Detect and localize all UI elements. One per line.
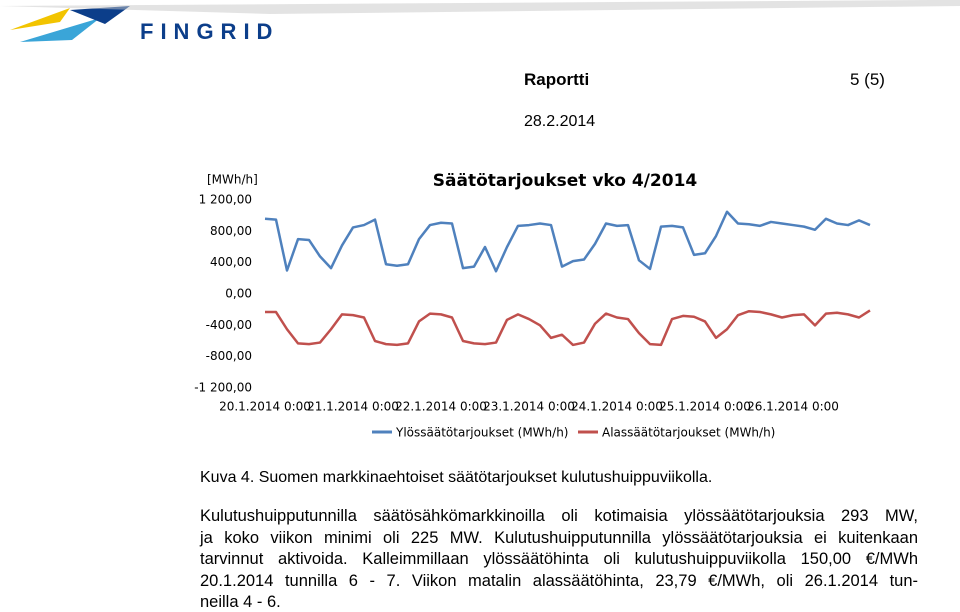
body-line: 20.1.2014 tunnilla 6 - 7. Viikon matalin… — [200, 571, 918, 590]
y-tick-label: -800,00 — [206, 349, 252, 363]
y-tick-label: 0,00 — [225, 287, 252, 301]
legend-label: Ylössäätötarjoukset (MWh/h) — [395, 426, 568, 440]
date: 28.2.2014 — [524, 113, 596, 130]
y-tick-label: 400,00 — [210, 255, 252, 269]
y-axis-label: [MWh/h] — [207, 173, 258, 187]
body-line: neilla 4 - 6. — [200, 593, 281, 611]
series-line — [265, 309, 871, 347]
body-line: Kulutushuipputunnilla säätösähkömarkkino… — [200, 507, 918, 525]
logo-shape — [20, 18, 100, 42]
doc-type: Raportti — [524, 70, 590, 89]
y-tick-label: 1 200,00 — [199, 193, 252, 207]
legend-label: Alassäätötarjoukset (MWh/h) — [602, 426, 775, 440]
x-tick-label: 25.1.2014 0:00 — [659, 400, 751, 414]
x-tick-label: 26.1.2014 0:00 — [747, 400, 839, 414]
y-tick-label: -1 200,00 — [194, 381, 252, 395]
page-number: 5 (5) — [850, 70, 885, 89]
logo-shape — [70, 6, 130, 24]
chart: Säätötarjoukset vko 4/2014 [MWh/h] -1 20… — [194, 171, 871, 440]
x-tick-label: 21.1.2014 0:00 — [307, 400, 399, 414]
logo-shape — [10, 8, 70, 30]
x-tick-label: 24.1.2014 0:00 — [571, 400, 663, 414]
x-tick-label: 23.1.2014 0:00 — [483, 400, 575, 414]
x-tick-label: 22.1.2014 0:00 — [395, 400, 487, 414]
figure-caption: Kuva 4. Suomen markkinaehtoiset säätötar… — [200, 469, 713, 486]
logo: FINGRID — [0, 0, 960, 44]
body-line: tarvinnut aktivoida. Kalleimmillaan ylös… — [200, 550, 918, 568]
body-line: ja koko viikon minimi oli 225 MW. Kulutu… — [200, 528, 918, 547]
y-tick-label: 800,00 — [210, 224, 252, 238]
chart-title: Säätötarjoukset vko 4/2014 — [433, 171, 698, 191]
y-tick-label: -400,00 — [206, 318, 252, 332]
logo-text: FINGRID — [140, 19, 279, 44]
series-line — [264, 210, 871, 273]
header-swoosh — [0, 0, 960, 14]
x-tick-label: 20.1.2014 0:00 — [219, 400, 311, 414]
